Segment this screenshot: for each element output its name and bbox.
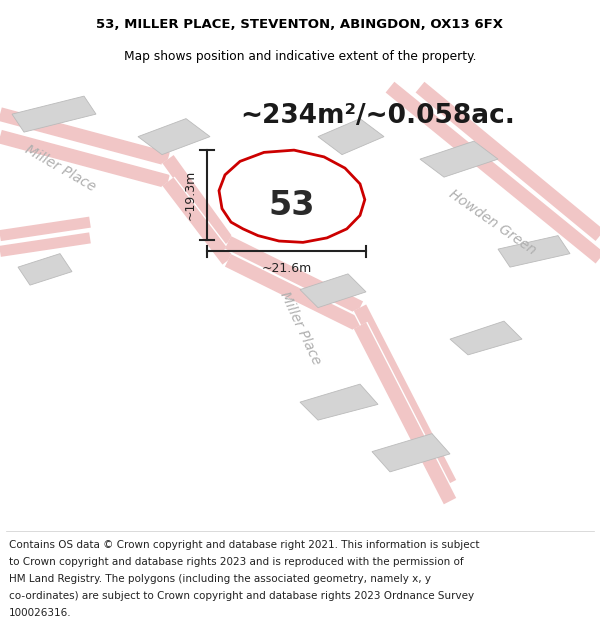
Text: ~234m²/~0.058ac.: ~234m²/~0.058ac. [240,103,515,129]
Text: Howden Green: Howden Green [446,187,538,258]
Polygon shape [498,236,570,267]
Text: Contains OS data © Crown copyright and database right 2021. This information is : Contains OS data © Crown copyright and d… [9,540,479,550]
Text: 53, MILLER PLACE, STEVENTON, ABINGDON, OX13 6FX: 53, MILLER PLACE, STEVENTON, ABINGDON, O… [97,19,503,31]
Polygon shape [372,434,450,472]
Polygon shape [450,321,522,355]
Text: 100026316.: 100026316. [9,608,71,618]
Text: HM Land Registry. The polygons (including the associated geometry, namely x, y: HM Land Registry. The polygons (includin… [9,574,431,584]
Polygon shape [420,141,498,177]
Polygon shape [300,384,378,420]
Text: ~21.6m: ~21.6m [262,262,311,275]
Text: Miller Place: Miller Place [22,142,98,194]
Text: Map shows position and indicative extent of the property.: Map shows position and indicative extent… [124,50,476,62]
Text: 53: 53 [269,189,316,222]
Text: to Crown copyright and database rights 2023 and is reproduced with the permissio: to Crown copyright and database rights 2… [9,557,464,567]
Text: Miller Place: Miller Place [277,289,323,367]
Polygon shape [318,119,384,154]
Text: ~19.3m: ~19.3m [184,170,197,220]
Text: co-ordinates) are subject to Crown copyright and database rights 2023 Ordnance S: co-ordinates) are subject to Crown copyr… [9,591,474,601]
Polygon shape [12,96,96,132]
Polygon shape [138,119,210,154]
Polygon shape [18,254,72,285]
Polygon shape [300,274,366,308]
